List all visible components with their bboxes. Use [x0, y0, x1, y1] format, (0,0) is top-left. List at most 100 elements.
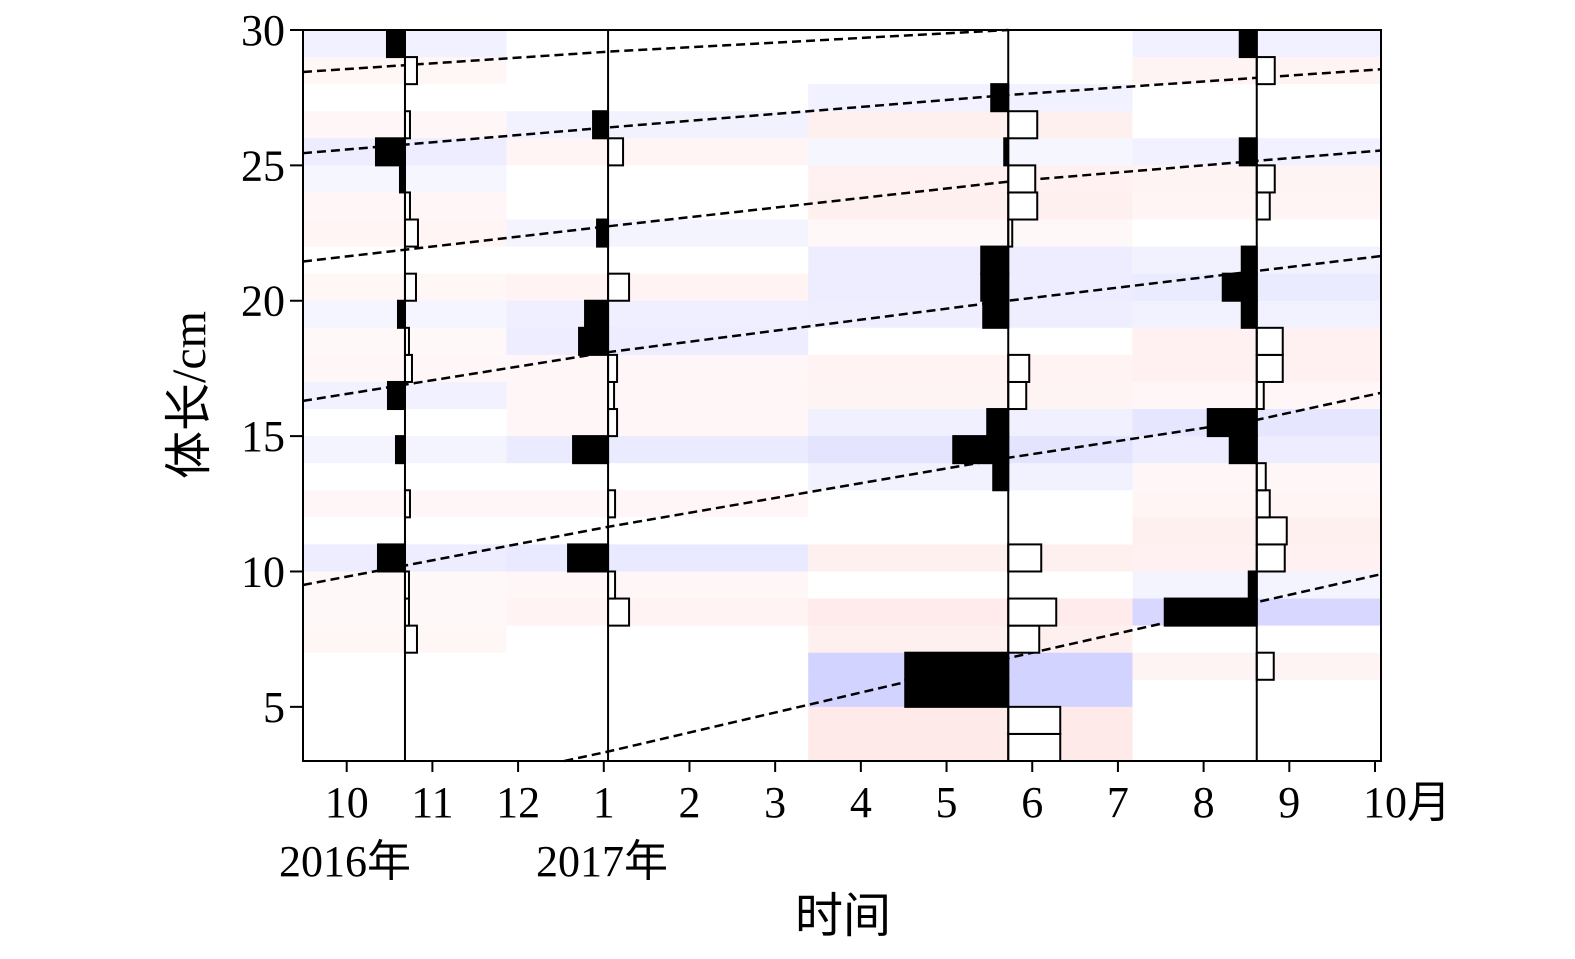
shade-cell [506, 571, 809, 599]
y-axis-label: 体长/cm [163, 311, 216, 479]
negative-bar [980, 245, 1010, 275]
positive-bar [1007, 543, 1043, 573]
positive-bar [1255, 462, 1267, 492]
shade-cell [808, 463, 1133, 491]
negative-bar [584, 299, 610, 329]
y-tick-label: 5 [263, 683, 285, 732]
x-tick-label: 5 [936, 778, 958, 827]
positive-bar [1255, 489, 1271, 519]
shade-cell [506, 409, 809, 437]
negative-bar [386, 380, 406, 411]
negative-bar [394, 435, 406, 465]
negative-bar [578, 326, 610, 356]
shade-cell [808, 354, 1133, 382]
positive-bar [1255, 326, 1284, 356]
negative-bar [980, 272, 1010, 302]
negative-bar [1228, 435, 1258, 465]
y-tick-label: 10 [241, 547, 285, 596]
negative-bar [396, 299, 406, 329]
shade-cell [808, 84, 1133, 112]
negative-bar [904, 678, 1010, 708]
x-tick-label: 10 [325, 778, 369, 827]
positive-bar [1007, 380, 1028, 411]
shade-cell [506, 273, 809, 301]
negative-bar [1206, 408, 1258, 438]
negative-bar [567, 543, 610, 573]
shade-cell [808, 598, 1133, 626]
y-tick-label: 25 [241, 141, 285, 190]
positive-bar [1255, 516, 1288, 546]
negative-bar [1221, 272, 1258, 302]
positive-bar [403, 624, 418, 654]
negative-bar [1163, 597, 1258, 627]
positive-bar [403, 272, 417, 302]
shade-cell [808, 138, 1133, 166]
shade-cell [506, 300, 809, 328]
negative-bar [385, 29, 406, 59]
shade-cell [808, 544, 1133, 572]
plot-frame [302, 29, 1382, 762]
shade-cell [506, 327, 809, 355]
negative-bar [1238, 29, 1258, 59]
shade-cell [506, 490, 809, 518]
positive-bar [1007, 164, 1037, 194]
positive-bar [1007, 705, 1062, 735]
negative-bar [952, 435, 1010, 465]
negative-bar [1247, 570, 1258, 600]
positive-bar [1007, 624, 1041, 654]
shade-cell [808, 165, 1133, 193]
negative-bar [596, 218, 610, 248]
shade-cell [808, 625, 1133, 653]
y-tick-label: 15 [241, 412, 285, 461]
positive-bar [607, 570, 617, 600]
positive-bar [1255, 353, 1284, 383]
negative-bar [572, 435, 610, 465]
x-tick-label: 2 [678, 778, 700, 827]
x-tick-label: 3 [764, 778, 786, 827]
shade-cell [506, 111, 809, 139]
shade-cell [808, 706, 1133, 734]
year-label: 2017年 [536, 837, 668, 886]
shade-cell [808, 111, 1133, 139]
x-tick-label: 10月 [1363, 778, 1451, 827]
negative-bar [592, 110, 610, 140]
shade-cell [506, 219, 809, 247]
positive-bar [1255, 380, 1265, 411]
x-tick-label: 9 [1278, 778, 1300, 827]
negative-bar [986, 408, 1010, 438]
negative-bar [904, 651, 1010, 681]
growth-curve [302, 149, 1382, 263]
negative-bar [376, 543, 406, 573]
positive-bar [607, 597, 631, 627]
positive-bar [403, 353, 413, 383]
negative-bar [982, 299, 1010, 329]
positive-bar [1255, 56, 1276, 86]
positive-bar [1255, 651, 1275, 681]
shade-cell [808, 192, 1133, 220]
shade-cell [506, 138, 809, 166]
positive-bar [1007, 191, 1039, 221]
negative-bar [990, 83, 1010, 113]
y-tick-label: 20 [241, 277, 285, 326]
x-tick-label: 8 [1193, 778, 1215, 827]
bar-layer [374, 29, 1288, 762]
shade-cell [506, 381, 809, 410]
positive-bar [403, 56, 418, 86]
x-tick-label: 12 [496, 778, 540, 827]
positive-bar [403, 218, 419, 248]
shade-cell [506, 436, 809, 464]
positive-bar [607, 137, 625, 167]
positive-bar [1007, 353, 1031, 383]
shade-cell [506, 544, 809, 572]
negative-bar [1240, 299, 1258, 329]
positive-bar [607, 489, 617, 519]
negative-bar [1240, 245, 1258, 275]
shade-cell [808, 220, 1132, 247]
x-tick-label: 4 [850, 778, 872, 827]
year-label: 2016年 [279, 837, 411, 886]
positive-bar [1255, 543, 1286, 573]
negative-bar [1238, 137, 1258, 167]
x-tick-label: 6 [1021, 778, 1043, 827]
